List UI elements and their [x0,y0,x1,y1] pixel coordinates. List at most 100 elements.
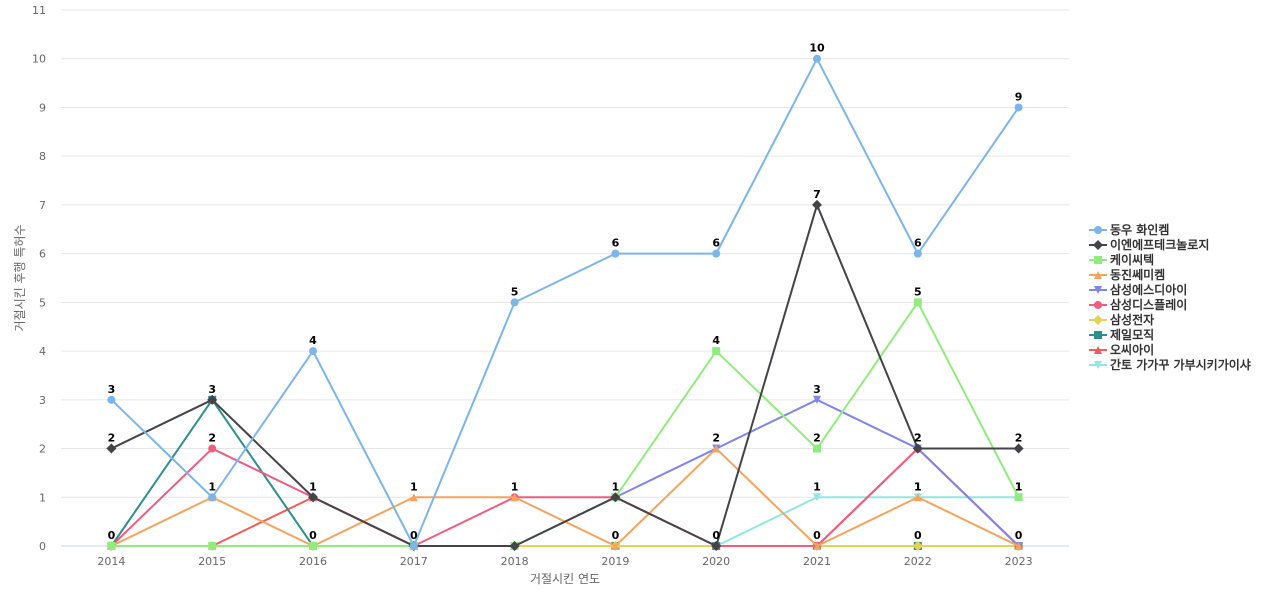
data-point[interactable] [106,443,117,454]
series-layer [106,54,1024,551]
data-point[interactable] [1094,360,1102,369]
data-point[interactable] [1093,314,1103,325]
data-label: 1 [914,480,922,493]
data-point[interactable] [712,347,721,356]
data-label: 0 [612,529,620,542]
data-label: 6 [914,237,922,250]
legend-item[interactable]: 동진쎄미켐 [1088,267,1251,282]
data-point[interactable] [309,542,317,550]
data-point[interactable] [208,493,217,502]
legend-item[interactable]: 제일모직 [1088,327,1251,342]
data-point[interactable] [510,493,519,502]
data-point[interactable] [913,493,922,502]
legend-swatch-icon [1089,285,1107,294]
data-label: 4 [712,334,720,347]
data-point[interactable] [208,444,217,453]
data-label: 3 [813,383,821,396]
data-point[interactable] [1094,285,1102,294]
data-point[interactable] [1094,270,1102,279]
series-line [110,203,1019,547]
data-label: 0 [309,529,317,542]
y-tick-label: 7 [39,199,46,212]
data-label: 5 [914,285,922,298]
y-tick-label: 3 [39,394,46,407]
legend-label: 케이씨텍 [1110,253,1155,267]
legend-item[interactable]: 삼성에스디아이 [1088,282,1251,297]
data-point[interactable] [812,199,822,210]
series-제일모직 [107,395,1023,550]
data-point[interactable] [813,395,821,404]
data-label: 2 [914,432,922,445]
y-tick-label: 6 [39,248,46,261]
data-point[interactable] [509,541,520,551]
data-label: 1 [914,480,922,493]
data-point[interactable] [510,298,519,307]
y-axis-ticks: 0 1 2 3 4 5 6 7 8 9 10 11 [32,4,46,553]
data-label: 0 [914,529,922,542]
data-point[interactable] [1094,225,1102,234]
x-tick-label: 2018 [501,555,529,568]
data-point[interactable] [107,542,116,550]
y-tick-label: 5 [39,296,46,309]
data-point[interactable] [813,493,821,502]
legend-item[interactable]: 삼성전자 [1088,312,1251,327]
data-point[interactable] [610,492,621,503]
data-label: 0 [410,529,418,542]
data-point[interactable] [913,249,922,258]
grid-lines [61,9,1069,498]
data-point[interactable] [712,444,721,453]
x-tick-label: 2014 [97,555,125,568]
data-point[interactable] [309,347,317,356]
data-point[interactable] [207,394,218,405]
data-point[interactable] [813,542,821,550]
legend-item[interactable]: 케이씨텍 [1088,252,1251,267]
data-label: 2 [208,432,216,445]
data-point[interactable] [409,542,418,550]
data-point[interactable] [611,249,620,258]
data-point[interactable] [308,492,318,503]
legend-item[interactable]: 오씨아이 [1088,342,1251,357]
y-tick-label: 2 [39,443,46,456]
y-tick-label: 0 [39,540,46,553]
x-axis-title: 거절시킨 연도 [530,572,600,586]
data-point[interactable] [1014,103,1023,112]
data-label: 1 [612,480,620,493]
legend-label: 이엔에프테크놀로지 [1110,238,1210,252]
x-tick-label: 2023 [1005,555,1033,568]
data-point[interactable] [611,542,620,550]
legend-item[interactable]: 동우 화인켐 [1088,222,1251,237]
data-label: 0 [108,529,116,542]
data-point[interactable] [1094,255,1102,264]
data-point[interactable] [1013,443,1024,454]
legend-item[interactable]: 삼성디스플레이 [1088,297,1251,312]
y-tick-label: 1 [39,491,46,504]
data-label: 2 [108,432,116,445]
x-tick-label: 2015 [198,555,226,568]
data-label: 1 [1015,480,1023,493]
series-line [110,447,1020,547]
legend-item[interactable]: 이엔에프테크놀로지 [1088,237,1251,252]
data-point[interactable] [1094,300,1102,309]
data-point[interactable] [912,541,923,551]
data-point[interactable] [813,444,821,453]
y-tick-label: 9 [39,101,46,114]
data-point[interactable] [409,493,418,502]
data-point[interactable] [711,541,722,551]
legend-item[interactable]: 간토 가가꾸 가부시키가이샤 [1088,357,1251,372]
data-label: 3 [108,383,116,396]
data-point[interactable] [1094,345,1102,354]
y-axis-title: 거절시킨 후행 특허수 [12,225,27,332]
data-point[interactable] [712,249,721,258]
data-point[interactable] [1014,542,1023,550]
data-point[interactable] [1093,239,1103,250]
data-point[interactable] [1014,493,1023,502]
data-point[interactable] [1094,330,1102,339]
data-point[interactable] [912,443,923,454]
data-point[interactable] [813,54,821,63]
x-tick-label: 2019 [601,555,629,568]
data-point[interactable] [107,395,116,404]
data-point[interactable] [913,298,922,307]
data-label: 2 [813,432,821,445]
data-point[interactable] [208,542,217,550]
